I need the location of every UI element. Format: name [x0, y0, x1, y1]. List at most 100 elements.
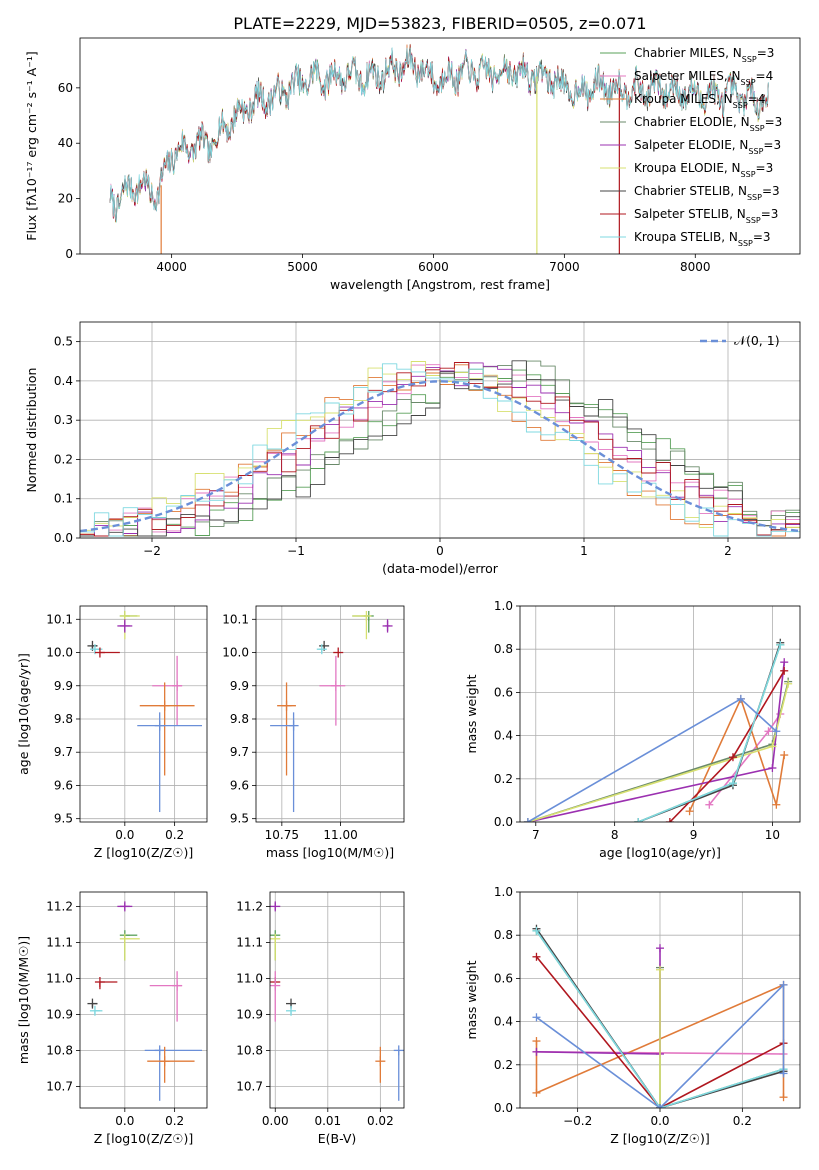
- x-tick-label: 2: [724, 544, 732, 558]
- y-tick-label: 0.4: [494, 729, 513, 743]
- y-tick-label: 11.0: [236, 971, 263, 985]
- y-tick-label: 10.1: [46, 612, 73, 626]
- x-tick-label: 5000: [287, 260, 318, 274]
- y-tick-label: 10.0: [222, 646, 249, 660]
- y-tick-label: 0.4: [54, 374, 73, 388]
- legend-label-chabrier-stelib: Chabrier STELIB, NSSP=3: [634, 184, 780, 202]
- panel-age-vs-mass: 10.75 11.00 9.5 9.6 9.7 9.8 9.9 10.0 10.1 mass [l…: [222, 605, 405, 860]
- series-line-blue: [527, 698, 777, 822]
- series-line-kroupa-elodie: [527, 683, 789, 822]
- x-tick-label: 4000: [156, 260, 187, 274]
- x-tick-label: 11.00: [323, 828, 357, 842]
- y-axis-label: mass weight: [464, 674, 479, 753]
- legend-label-gaussian: 𝒩(0, 1): [734, 333, 780, 348]
- plot-area: [109, 43, 769, 254]
- axes-frame: [519, 605, 801, 823]
- y-tick-label: 0.2: [494, 772, 513, 786]
- panel-mass-vs-EBV: 0.00 0.01 0.02 10.7 10.8 10.9 11.0 11.1 11.2 E(B-…: [236, 891, 405, 1146]
- x-tick-label: 0.02: [367, 1114, 394, 1128]
- plot-area: [87, 610, 203, 813]
- plot-area: [87, 901, 203, 1101]
- y-axis-label: Flux [fλ10⁻¹⁷ erg cm⁻² s⁻¹ A⁻¹]: [24, 51, 39, 240]
- x-tick-label: −1: [287, 544, 305, 558]
- x-axis-label: Z [log10(Z/Z☉)]: [94, 1131, 194, 1146]
- legend-label-chabrier-elodie: Chabrier ELODIE, NSSP=3: [634, 115, 782, 133]
- y-tick-label: 1.0: [494, 599, 513, 613]
- y-tick-label: 11.2: [46, 899, 73, 913]
- y-tick-label: 60: [58, 81, 73, 95]
- panel-weight-vs-Z: −0.2 0.0 0.2 0.0 0.2 0.4 0.6 0.8 1.0 Z [log10(Z/Z…: [464, 885, 801, 1146]
- y-tick-label: 0.3: [54, 413, 73, 427]
- y-tick-label: 10.8: [46, 1043, 73, 1057]
- x-axis-label: E(B-V): [318, 1131, 357, 1146]
- series-line-chabrier-stelib: [535, 928, 784, 1108]
- y-tick-label: 0.0: [494, 1101, 513, 1115]
- legend-label-chabrier-miles: Chabrier MILES, NSSP=3: [634, 46, 774, 64]
- y-tick-label: 0.4: [494, 1015, 513, 1029]
- x-tick-label: 0.2: [165, 1114, 184, 1128]
- y-tick-label: 0.8: [494, 642, 513, 656]
- x-tick-label: 0.2: [733, 1114, 752, 1128]
- panel-weight-vs-age: 7 8 9 10 0.0 0.2 0.4 0.6 0.8 1.0 age [log10(age/yr…: [464, 599, 801, 860]
- series-line-kroupa-stelib: [637, 644, 782, 822]
- axes-frame: [79, 37, 801, 255]
- y-tick-label: 1.0: [494, 885, 513, 899]
- y-tick-label: 20: [58, 192, 73, 206]
- y-tick-label: 0.2: [494, 1058, 513, 1072]
- y-tick-label: 9.8: [230, 712, 249, 726]
- y-tick-label: 9.7: [230, 745, 249, 759]
- series-line-chabrier-elodie: [527, 681, 789, 822]
- x-tick-label: −2: [143, 544, 161, 558]
- y-tick-label: 10.1: [222, 612, 249, 626]
- x-axis-label: (data-model)/error: [382, 561, 499, 576]
- y-tick-label: 11.2: [236, 899, 263, 913]
- legend-label-kroupa-elodie: Kroupa ELODIE, NSSP=3: [634, 161, 773, 179]
- axes-frame: [255, 605, 405, 823]
- y-tick-label: 10.0: [46, 646, 73, 660]
- y-tick-label: 10.7: [46, 1079, 73, 1093]
- x-axis-label: mass [log10(M/M☉)]: [266, 845, 394, 860]
- x-axis-label: wavelength [Angstrom, rest frame]: [330, 277, 550, 292]
- series-line-kroupa-stelib: [535, 930, 784, 1108]
- y-tick-label: 9.5: [54, 812, 73, 826]
- legend-label-salpeter-elodie: Salpeter ELODIE, NSSP=3: [634, 138, 781, 156]
- series-line-salpeter-elodie: [527, 662, 785, 822]
- spectrum-line-kroupa-stelib: [109, 47, 769, 223]
- y-tick-label: 9.6: [230, 778, 249, 792]
- series-line-kroupa-miles: [688, 698, 785, 812]
- hist-chabrier-miles: [80, 368, 800, 537]
- x-tick-label: 0.00: [262, 1114, 289, 1128]
- hist-kroupa-stelib: [80, 363, 800, 537]
- x-tick-label: −0.2: [563, 1114, 592, 1128]
- y-tick-label: 0.8: [494, 928, 513, 942]
- y-tick-label: 0.5: [54, 335, 73, 349]
- panel-residuals: −2 −1 0 1 2 0.0 0.1 0.2 0.3 0.4 0.5 (data-model)/er…: [24, 321, 801, 576]
- series-line-chabrier-miles: [637, 644, 782, 822]
- series-line-blue: [536, 984, 785, 1108]
- x-axis-label: Z [log10(Z/Z☉)]: [94, 845, 194, 860]
- y-tick-label: 0.1: [54, 492, 73, 506]
- x-tick-label: 10: [765, 828, 780, 842]
- series-line-chabrier-stelib: [638, 642, 782, 822]
- y-tick-label: 9.6: [54, 778, 73, 792]
- y-tick-label: 9.8: [54, 712, 73, 726]
- y-tick-label: 11.0: [46, 971, 73, 985]
- y-tick-label: 0.6: [494, 971, 513, 985]
- y-tick-label: 0.0: [494, 815, 513, 829]
- x-tick-label: 0.0: [650, 1114, 669, 1128]
- x-tick-label: 1: [580, 544, 588, 558]
- y-tick-label: 9.5: [230, 812, 249, 826]
- y-tick-label: 10.9: [46, 1007, 73, 1021]
- x-tick-label: 0.2: [165, 828, 184, 842]
- plot-area: [532, 924, 788, 1108]
- y-tick-label: 0: [65, 247, 73, 261]
- y-tick-label: 9.7: [54, 745, 73, 759]
- y-axis-label: age [log10(age/yr)]: [16, 653, 31, 775]
- y-tick-label: 0.6: [494, 685, 513, 699]
- x-tick-label: 0.0: [115, 1114, 134, 1128]
- x-tick-label: 8: [611, 828, 619, 842]
- figure-title: PLATE=2229, MJD=53823, FIBERID=0505, z=0…: [233, 14, 646, 33]
- legend-label-salpeter-miles: Salpeter MILES, NSSP=4: [634, 69, 773, 87]
- x-tick-label: 0: [436, 544, 444, 558]
- series-line-salpeter-elodie: [536, 948, 661, 1055]
